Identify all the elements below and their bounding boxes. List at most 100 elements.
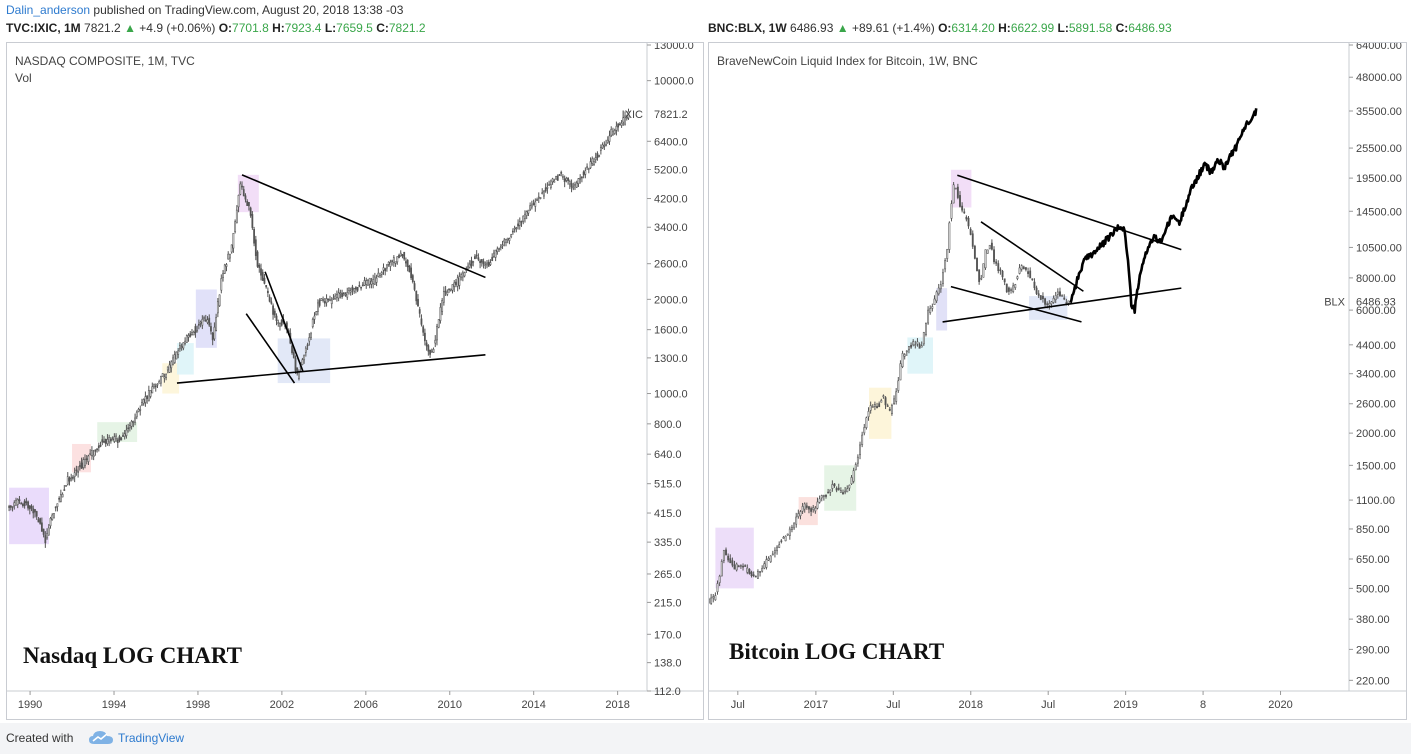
chart0-candle-body-70 <box>128 425 131 429</box>
tradingview-cloud-icon[interactable] <box>88 730 114 746</box>
chart1-candle-body-148 <box>1022 266 1025 270</box>
author-link[interactable]: Dalin_anderson <box>6 3 91 17</box>
chart1-highlight-box-1 <box>798 497 818 526</box>
chart0-candle-body-46 <box>87 455 90 462</box>
chart1-candle-body-168 <box>1065 302 1068 304</box>
chart0-candle-body-187 <box>330 299 333 305</box>
chart0-candle-body-119 <box>213 326 216 340</box>
chart0-candle-body-55 <box>103 440 105 443</box>
chart0-candle-body-131 <box>234 221 237 233</box>
chart1-candle-body-25 <box>761 567 764 572</box>
chart0-y-tick-label-1: 10000.0 <box>654 76 694 88</box>
chart1-candle-body-131 <box>986 249 989 254</box>
chart0-candle-body-144 <box>256 251 259 267</box>
chart1-candle-body-48 <box>810 508 813 512</box>
chart0-candle-body-359 <box>627 111 630 119</box>
chart1-candle-body-65 <box>846 488 849 493</box>
nasdaq-chart-panel[interactable]: 13000.0 10000.0 6400.0 5200.0 4200.0 3400.0 26… <box>6 42 704 720</box>
chart0-candle-body-285 <box>499 246 502 249</box>
chart0-candle-body-2 <box>11 506 14 508</box>
chart0-candle-body-164 <box>291 345 293 354</box>
chart1-candle-body-33 <box>778 544 781 548</box>
chart0-candle-body-158 <box>280 319 283 326</box>
chart0-candle-body-234 <box>411 275 414 283</box>
chart0-candle-body-222 <box>391 260 394 262</box>
bitcoin-chart-panel[interactable]: 64000.00 48000.00 35500.00 25500.00 19500.00… <box>708 42 1407 720</box>
chart1-candle-body-64 <box>844 490 847 493</box>
chart1-y-tick-label-2: 35500.00 <box>1356 106 1402 118</box>
chart0-candle-body-61 <box>113 436 116 442</box>
chart1-candle-body-92 <box>903 354 906 357</box>
chart1-candle-body-153 <box>1033 281 1036 289</box>
chart1-candle-body-126 <box>976 257 978 272</box>
chart0-candle-body-188 <box>332 298 335 300</box>
chart0-candle-body-13 <box>30 505 33 509</box>
left-change: +4.9 (+0.06%) <box>139 21 216 35</box>
chart1-candle-body-43 <box>799 511 802 517</box>
chart0-y-tick-label-15: 335.0 <box>654 537 682 549</box>
chart0-candle-body-189 <box>334 295 337 300</box>
chart0-candle-body-253 <box>444 290 447 293</box>
chart1-candle-body-85 <box>888 408 891 411</box>
chart0-candle-body-5 <box>16 499 19 505</box>
chart0-candle-body-82 <box>149 390 152 397</box>
chart1-candle-body-45 <box>803 503 806 510</box>
chart0-candle-body-264 <box>463 272 466 277</box>
chart1-candle-body-166 <box>1061 295 1064 297</box>
chart1-candle-body-42 <box>797 513 800 517</box>
chart0-candle-body-26 <box>53 513 55 519</box>
left-o-label: O: <box>218 21 233 35</box>
chart1-candle-body-119 <box>961 205 964 211</box>
chart0-candle-body-322 <box>563 178 566 183</box>
chart0-y-tick-label-20: 112.0 <box>654 686 681 698</box>
chart0-candle-body-349 <box>610 128 613 136</box>
chart0-candle-body-294 <box>515 227 518 229</box>
chart1-candle-body-22 <box>754 575 757 578</box>
chart0-candle-body-58 <box>108 437 111 443</box>
chart0-candle-body-83 <box>151 386 154 394</box>
chart1-candle-body-144 <box>1014 284 1017 289</box>
nasdaq-chart-svg[interactable]: 13000.0 10000.0 6400.0 5200.0 4200.0 3400.0 26… <box>7 43 703 719</box>
chart0-candle-body-124 <box>222 273 224 279</box>
publish-text: published on TradingView.com, August 20,… <box>90 3 404 17</box>
chart0-y-tick-label-16: 265.0 <box>654 569 682 581</box>
chart1-candle-body-75 <box>867 411 870 418</box>
chart1-projection-line <box>1069 108 1258 314</box>
chart0-candle-body-28 <box>56 503 59 507</box>
chart0-candle-body-121 <box>216 301 219 314</box>
chart0-candle-body-342 <box>598 155 601 157</box>
chart1-candle-body-54 <box>822 495 825 497</box>
chart1-candle-body-87 <box>893 398 895 404</box>
chart0-candle-body-21 <box>44 535 47 544</box>
chart0-candle-body-24 <box>49 517 52 527</box>
chart1-candle-body-24 <box>759 571 761 573</box>
chart1-candle-body-102 <box>925 323 927 335</box>
chart1-candle-body-95 <box>910 344 913 348</box>
chart0-candle-body-279 <box>489 262 492 265</box>
chart0-candle-body-223 <box>392 257 395 263</box>
chart0-candle-body-12 <box>28 505 31 510</box>
chart0-candle-body-192 <box>339 292 342 295</box>
chart0-candle-body-106 <box>191 332 193 335</box>
chart0-candle-body-101 <box>182 342 185 349</box>
chart0-candle-body-213 <box>375 277 378 283</box>
chart1-candle-body-97 <box>914 344 917 346</box>
chart0-candle-body-132 <box>235 209 238 224</box>
chart1-candle-body-78 <box>873 404 876 407</box>
chart1-candle-body-163 <box>1054 295 1057 300</box>
bitcoin-chart-svg[interactable]: 64000.00 48000.00 35500.00 25500.00 19500.00… <box>709 43 1406 719</box>
chart1-x-tick-label-3: 2018 <box>959 699 983 711</box>
chart0-candle-body-6 <box>18 499 21 501</box>
chart0-candle-body-96 <box>173 354 176 363</box>
chart1-candle-body-96 <box>912 341 915 346</box>
chart1-candle-body-157 <box>1042 295 1044 300</box>
chart0-candle-body-39 <box>75 469 78 472</box>
left-h: 7923.4 <box>284 21 322 35</box>
chart0-candle-body-146 <box>260 268 262 276</box>
chart1-candle-body-110 <box>942 272 944 284</box>
chart1-candle-body-118 <box>959 195 961 207</box>
chart1-candle-body-51 <box>816 501 819 509</box>
tradingview-link[interactable]: TradingView <box>118 731 185 745</box>
chart0-candle-body-75 <box>137 408 140 412</box>
chart0-candle-body-50 <box>94 449 97 452</box>
